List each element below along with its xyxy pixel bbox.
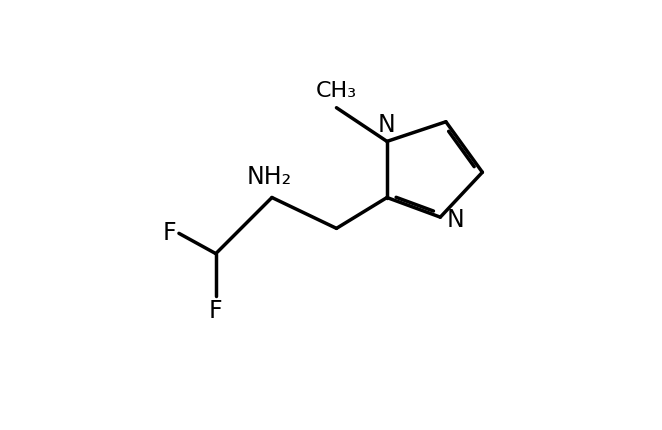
Text: N: N [378,113,396,137]
Text: N: N [447,208,465,232]
Text: NH₂: NH₂ [246,165,292,189]
Text: CH₃: CH₃ [316,81,357,101]
Text: F: F [162,221,176,246]
Text: F: F [209,298,222,322]
